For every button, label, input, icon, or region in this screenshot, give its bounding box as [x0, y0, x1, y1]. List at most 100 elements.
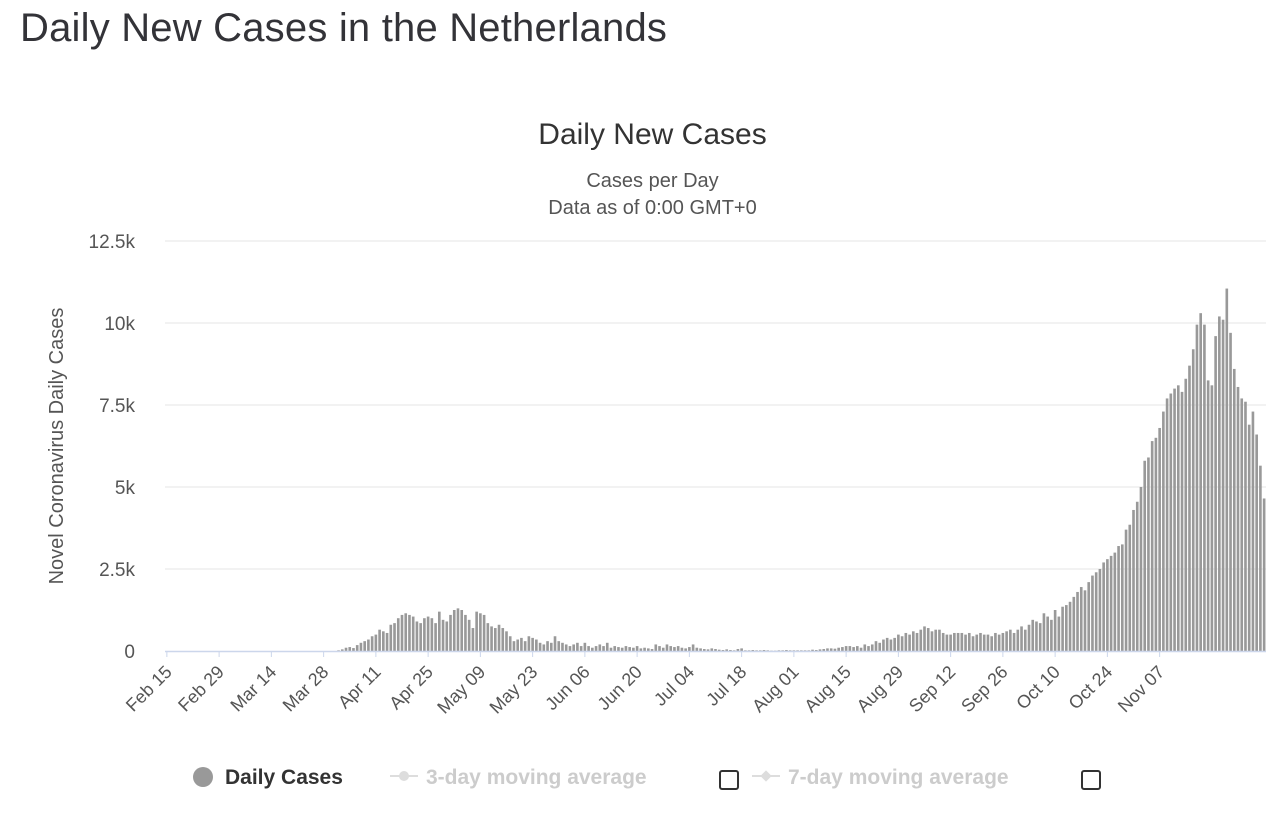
bar[interactable]: [460, 610, 464, 651]
bar[interactable]: [1027, 624, 1031, 651]
bar[interactable]: [758, 650, 762, 651]
bar[interactable]: [1057, 616, 1061, 651]
bar[interactable]: [695, 647, 699, 651]
bar[interactable]: [419, 623, 422, 651]
bar[interactable]: [505, 631, 508, 651]
bar[interactable]: [863, 644, 867, 651]
bar[interactable]: [594, 646, 598, 651]
bar[interactable]: [396, 618, 400, 651]
bar[interactable]: [411, 616, 415, 651]
bar[interactable]: [426, 616, 430, 651]
bar[interactable]: [598, 644, 602, 651]
bar[interactable]: [1225, 288, 1229, 651]
bar[interactable]: [490, 626, 493, 651]
toggle-7day-average-checkbox[interactable]: [1081, 770, 1101, 790]
bar[interactable]: [1251, 411, 1255, 651]
bar[interactable]: [1065, 605, 1068, 651]
bar[interactable]: [1068, 601, 1072, 651]
bar[interactable]: [613, 646, 617, 651]
bar[interactable]: [1106, 559, 1109, 651]
bar[interactable]: [870, 644, 874, 651]
bar[interactable]: [1169, 393, 1173, 651]
bar[interactable]: [464, 614, 467, 651]
bar[interactable]: [785, 650, 788, 651]
bar[interactable]: [725, 649, 729, 651]
bar[interactable]: [911, 631, 915, 651]
bar[interactable]: [572, 644, 575, 651]
bar[interactable]: [1117, 546, 1120, 651]
bar[interactable]: [617, 647, 620, 651]
bar[interactable]: [438, 611, 441, 651]
bar[interactable]: [1020, 626, 1023, 651]
bar[interactable]: [624, 646, 628, 651]
bar[interactable]: [591, 647, 594, 651]
bar[interactable]: [744, 650, 747, 651]
bar[interactable]: [583, 642, 587, 651]
bar[interactable]: [389, 624, 393, 651]
bar[interactable]: [542, 644, 546, 651]
bar[interactable]: [1098, 569, 1102, 651]
bar[interactable]: [557, 641, 561, 651]
bar[interactable]: [497, 624, 501, 651]
bar[interactable]: [493, 628, 497, 651]
bar[interactable]: [822, 649, 826, 651]
bar[interactable]: [654, 644, 658, 651]
bar[interactable]: [467, 619, 471, 651]
bar[interactable]: [736, 649, 740, 651]
bar[interactable]: [1079, 587, 1083, 651]
bar[interactable]: [889, 639, 893, 651]
bar[interactable]: [702, 649, 706, 651]
bar[interactable]: [535, 639, 538, 651]
bar[interactable]: [1191, 349, 1195, 651]
bar[interactable]: [684, 648, 687, 651]
bar[interactable]: [647, 648, 650, 651]
bar[interactable]: [1240, 398, 1244, 651]
bar[interactable]: [512, 641, 516, 651]
bar[interactable]: [1232, 368, 1236, 651]
bar[interactable]: [1188, 365, 1191, 651]
toggle-3day-average-checkbox[interactable]: [719, 770, 739, 790]
bar[interactable]: [1218, 316, 1221, 651]
bar[interactable]: [885, 637, 889, 651]
bar[interactable]: [579, 646, 583, 651]
bar[interactable]: [856, 646, 859, 651]
bar[interactable]: [516, 639, 520, 651]
bar[interactable]: [1087, 582, 1091, 651]
bar[interactable]: [762, 650, 766, 651]
bar[interactable]: [508, 636, 512, 651]
bar[interactable]: [1214, 336, 1217, 651]
bar[interactable]: [531, 637, 534, 651]
bar[interactable]: [564, 644, 568, 651]
bar[interactable]: [837, 647, 840, 651]
bar[interactable]: [1023, 629, 1027, 651]
bar[interactable]: [471, 628, 475, 651]
bar[interactable]: [792, 650, 796, 651]
bar[interactable]: [717, 649, 721, 651]
bar[interactable]: [449, 614, 452, 651]
bar[interactable]: [1180, 391, 1184, 651]
bar[interactable]: [803, 650, 807, 651]
bar[interactable]: [1124, 529, 1128, 651]
bar[interactable]: [367, 639, 370, 651]
bar[interactable]: [340, 649, 344, 651]
bar[interactable]: [953, 632, 956, 651]
bar[interactable]: [602, 646, 605, 651]
bar[interactable]: [796, 650, 799, 651]
bar[interactable]: [833, 648, 837, 651]
bar[interactable]: [1094, 572, 1098, 651]
bar[interactable]: [699, 648, 702, 651]
bar[interactable]: [385, 632, 389, 651]
bar[interactable]: [1210, 385, 1214, 651]
bar[interactable]: [1184, 378, 1188, 651]
bar[interactable]: [1091, 575, 1094, 651]
bar[interactable]: [352, 648, 355, 651]
bar[interactable]: [445, 621, 449, 651]
bar[interactable]: [1083, 590, 1087, 651]
bar[interactable]: [680, 647, 684, 651]
bar[interactable]: [1113, 552, 1117, 651]
bar[interactable]: [930, 631, 934, 651]
bar[interactable]: [393, 623, 396, 651]
bar[interactable]: [893, 637, 896, 651]
bar[interactable]: [721, 650, 725, 651]
bar[interactable]: [344, 647, 348, 651]
